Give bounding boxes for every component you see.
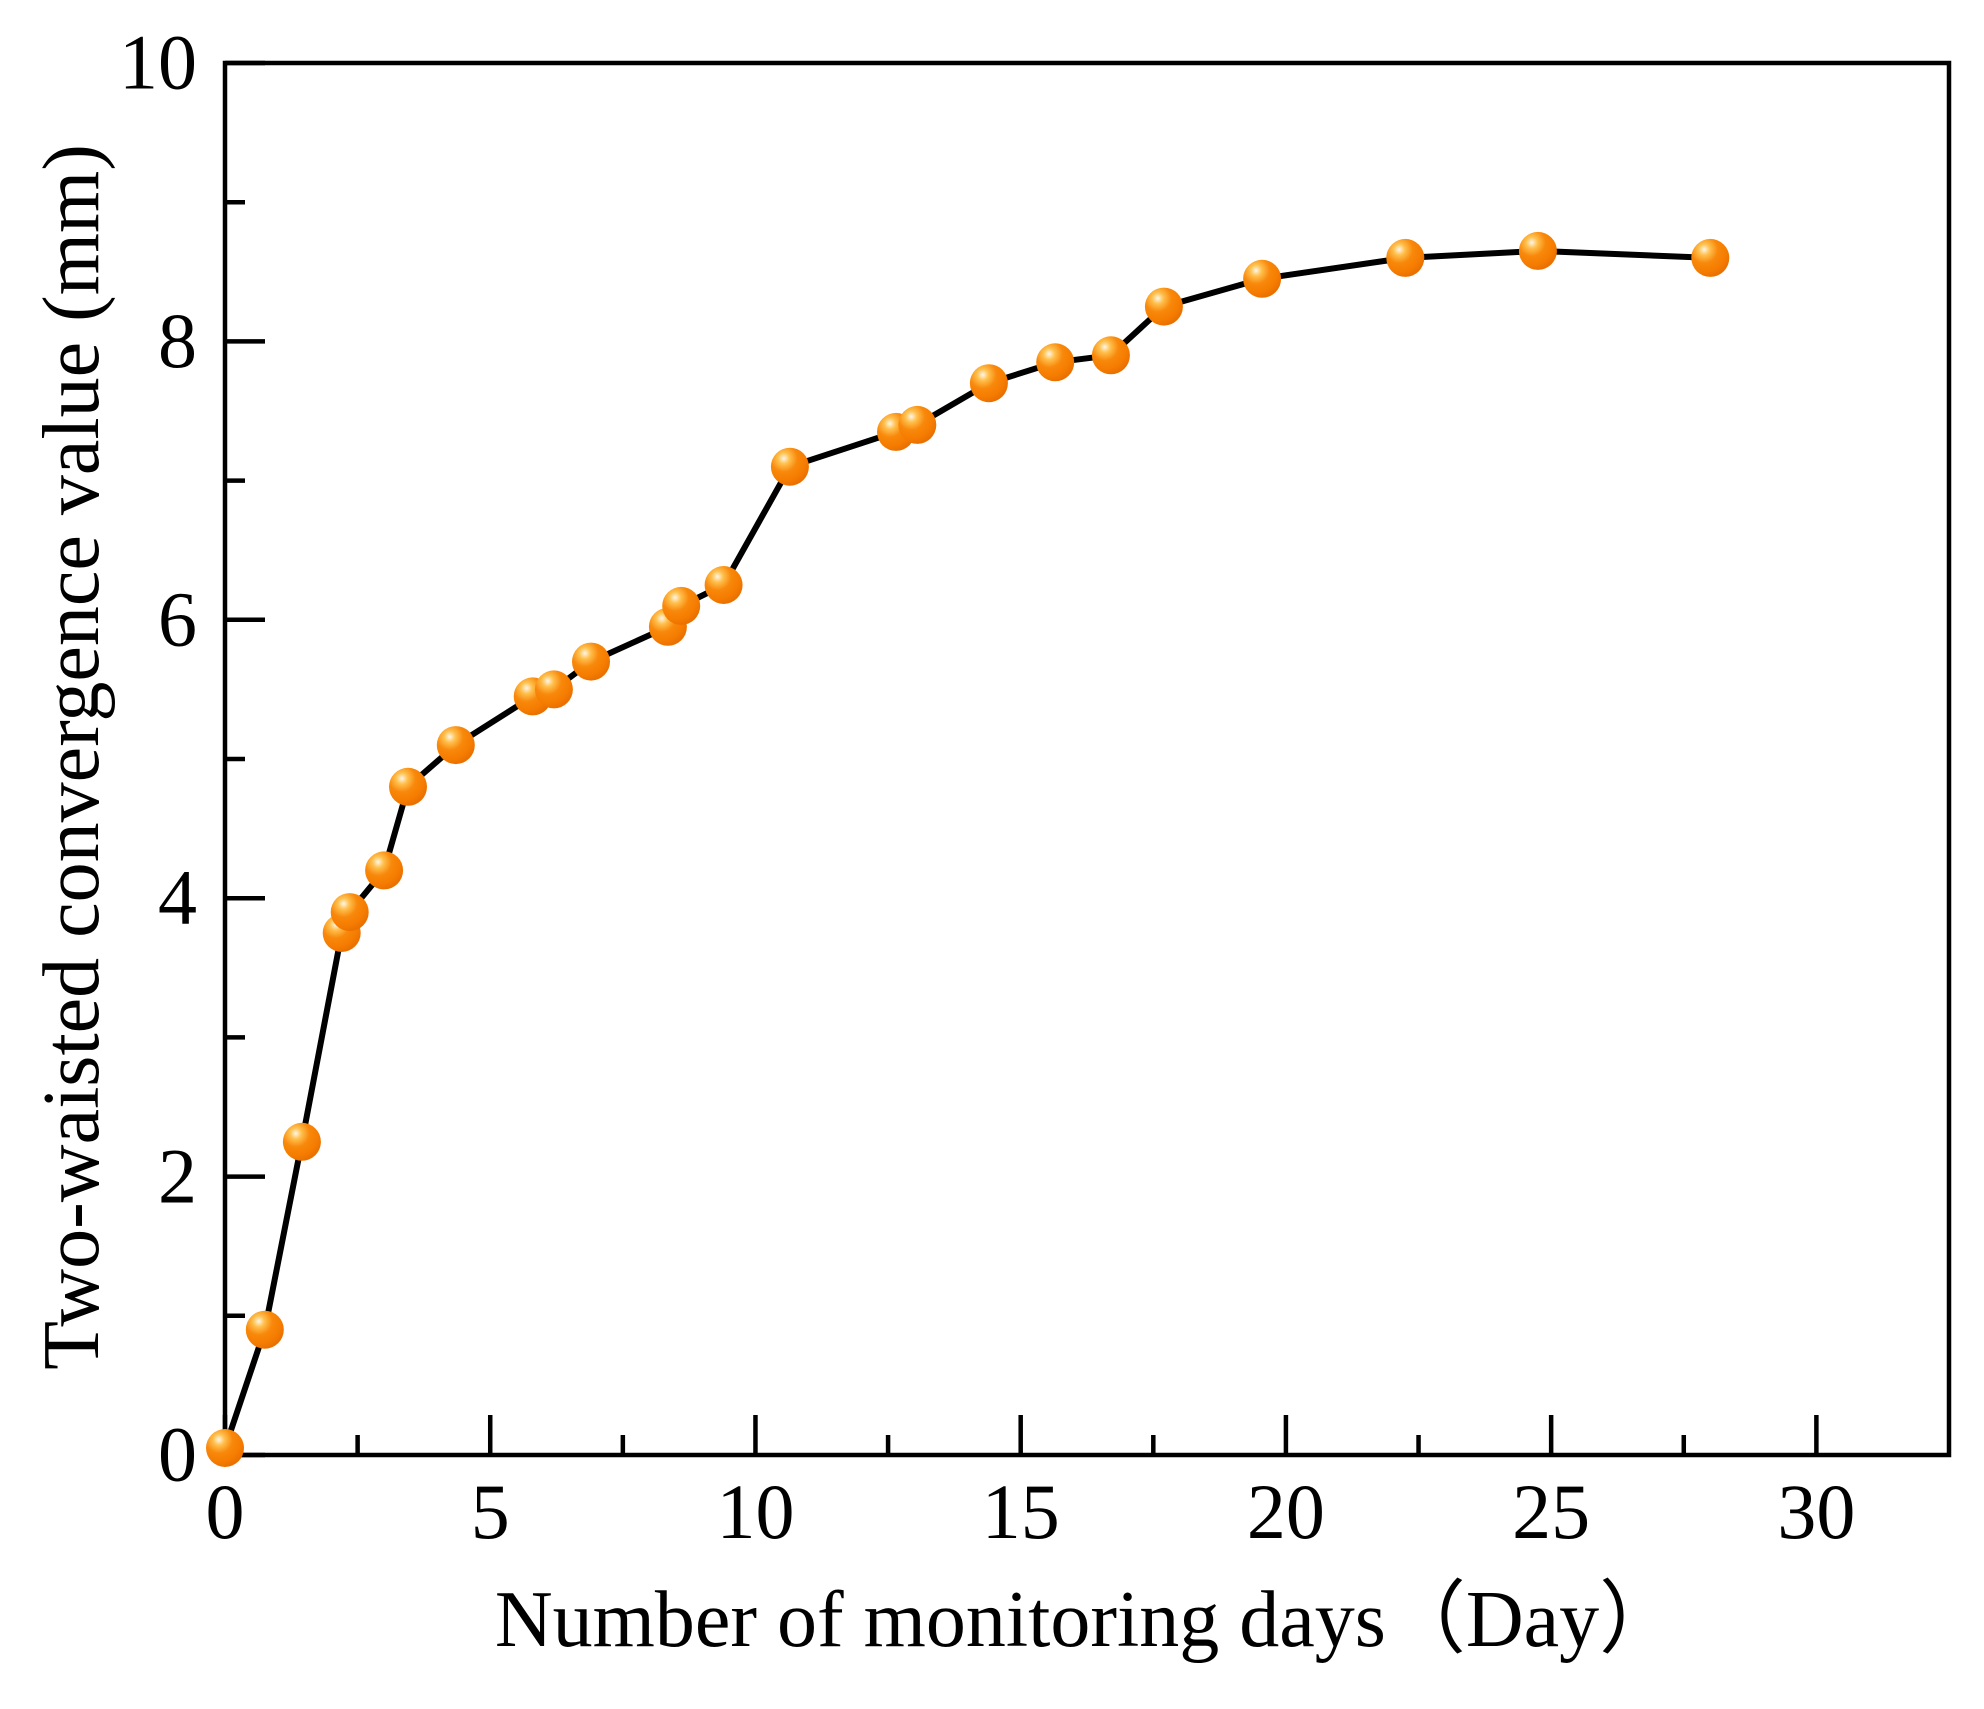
data-point-marker	[282, 1122, 321, 1161]
data-point-marker	[770, 447, 809, 486]
data-point-marker	[1518, 231, 1557, 270]
y-tick-label: 10	[119, 19, 197, 106]
data-point-marker	[206, 1429, 244, 1467]
data-point-marker	[389, 767, 427, 806]
x-tick-label: 10	[716, 1468, 794, 1555]
x-tick-label: 20	[1247, 1468, 1325, 1555]
data-point-marker	[365, 851, 404, 890]
y-axis-title: Two-waisted convergence value (mm)	[28, 144, 116, 1370]
y-tick-label: 8	[158, 297, 197, 384]
data-point-marker	[1386, 238, 1425, 277]
data-point-marker	[330, 893, 369, 932]
y-tick-label: 4	[158, 854, 197, 941]
x-tick-label: 15	[982, 1468, 1060, 1555]
data-point-marker	[969, 364, 1008, 403]
y-tick-label: 0	[158, 1411, 197, 1498]
data-point-marker	[534, 670, 573, 709]
x-tick-label: 5	[471, 1468, 510, 1555]
data-point-marker	[1091, 336, 1130, 375]
y-tick-label: 6	[158, 576, 197, 663]
x-tick-label: 0	[206, 1468, 245, 1555]
data-point-marker	[1691, 238, 1730, 277]
tick-labels: 0 5 10 15 20 25 30 0 2 4 6 8 10	[119, 19, 1855, 1555]
data-point-marker	[898, 405, 937, 444]
data-point-marker	[572, 642, 610, 681]
plot-border	[222, 60, 1952, 1458]
x-axis-title: Number of monitoring days（Day）	[494, 1576, 1680, 1664]
data-point-marker	[1243, 259, 1282, 298]
y-tick-label: 2	[158, 1132, 197, 1219]
data-point-marker	[245, 1310, 284, 1349]
data-point-marker	[436, 726, 475, 765]
data-points	[206, 231, 1730, 1467]
data-point-marker	[662, 586, 701, 625]
axis-ticks	[222, 60, 1819, 1458]
data-line	[222, 247, 1714, 1451]
data-point-marker	[1036, 343, 1075, 382]
data-point-marker	[1144, 287, 1183, 326]
data-point-marker	[704, 566, 743, 604]
x-tick-label: 30	[1777, 1468, 1855, 1555]
x-tick-label: 25	[1512, 1468, 1590, 1555]
